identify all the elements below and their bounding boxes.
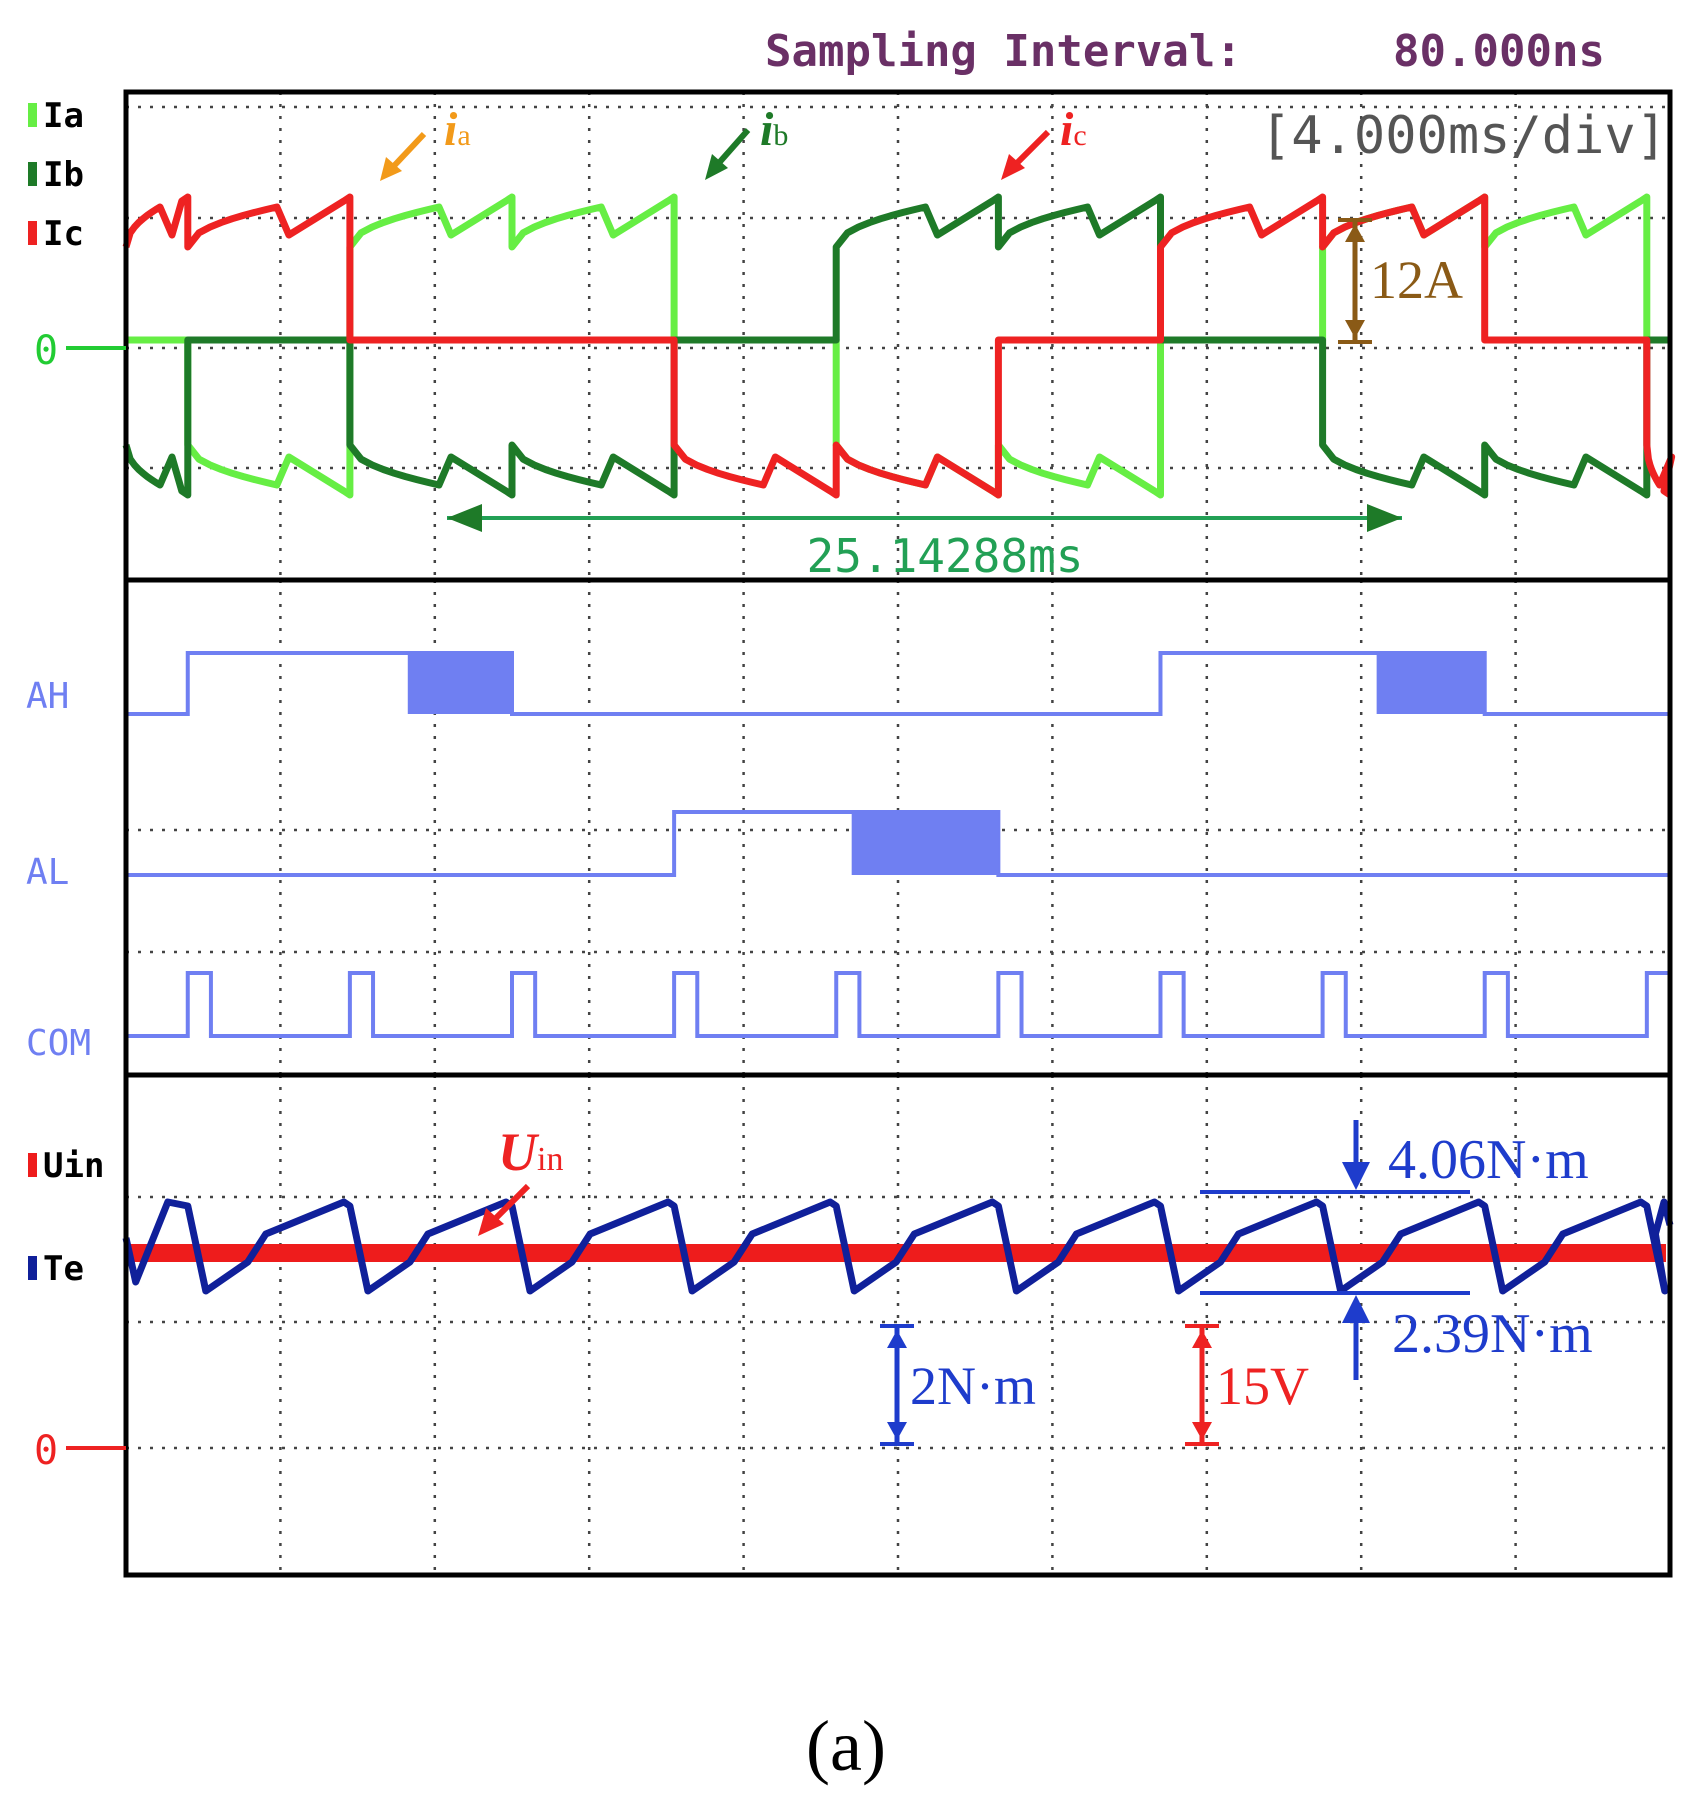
com-pulse-line [126,971,1672,1038]
figure-caption: (a) [806,1706,886,1786]
torque-min-label: 2.39N·m [1392,1303,1593,1365]
svg-text:ib: ib [760,103,788,156]
trace-te [122,1198,1674,1295]
current-scale-marker: 12A [1338,218,1463,344]
legend-swatch-ic [28,221,37,245]
torque-scale-marker: 2N·m [880,1324,1036,1446]
torque-max-label: 4.06N·m [1388,1129,1589,1191]
annotation-ib-symbol: i [760,103,774,156]
sampling-interval-value: 80.000ns [1393,26,1605,77]
annotation-uin-symbol: U [498,1122,540,1182]
legend-swatch-te [28,1256,37,1280]
annotation-ia-arrow-shaft [389,131,427,171]
bottom-legend: Uin Te [28,1146,104,1289]
trace-al [126,810,1670,877]
waveforms [122,193,1676,1295]
annotation-ic-subscript: c [1073,119,1086,152]
torque-scale-label: 2N·m [910,1356,1036,1416]
legend-label-ia: Ia [43,96,84,136]
current-scale-head-top [1345,224,1365,242]
legend-label-ib: Ib [43,155,84,195]
torque-scale-head-bottom [887,1422,907,1440]
channel-label-com: COM [26,1023,91,1064]
annotation-ia-symbol: i [444,103,458,156]
annotation-ic-arrow-shaft [1013,129,1051,167]
al-pwm-block [851,812,999,875]
ah-pwm-block [1376,653,1485,714]
period-arrow-left [447,504,482,532]
top-legend: Ia Ib Ic [28,96,84,254]
trace-ah [126,651,1670,716]
annotation-ic-arrow-head [1001,154,1025,180]
voltage-scale-head-bottom [1192,1422,1212,1440]
annotation-ib-arrow-shaft [715,128,751,166]
svg-text:Uin: Uin [498,1122,563,1182]
period-arrow-right [1367,504,1402,532]
legend-swatch-ib [28,162,37,186]
current-scale-head-bottom [1345,320,1365,338]
torque-scale-head-top [887,1330,907,1348]
annotation-uin-arrow-shaft [493,1183,531,1221]
torque-max-marker: 4.06N·m [1200,1120,1589,1194]
annotation-uin-arrow-head [478,1208,504,1236]
channel-label-ah: AH [26,676,69,717]
annotation-uin: Uin [478,1122,563,1236]
bottom-zero-label: 0 [34,1428,58,1474]
channel-label-al: AL [26,852,69,893]
annotation-ia: ia [380,103,471,181]
legend-swatch-uin [28,1153,37,1177]
annotation-ic: ic [1001,103,1087,180]
annotation-ib: ib [705,103,788,180]
annotation-ic-symbol: i [1060,103,1074,156]
annotation-uin-subscript: in [537,1141,563,1178]
voltage-scale-head-top [1192,1330,1212,1348]
bottom-panel-frame [123,1072,1673,1578]
al-edge-line [126,810,1670,877]
annotation-ib-subscript: b [773,119,788,152]
torque-max-arrow-head [1342,1162,1370,1190]
annotation-ia-subscript: a [457,119,470,152]
voltage-scale-label: 15V [1216,1356,1309,1416]
svg-text:ia: ia [444,103,471,156]
trace-ic [122,193,1676,499]
svg-text:ic: ic [1060,103,1087,156]
annotation-ia-arrow-head [380,157,402,181]
top-zero-label: 0 [34,328,58,374]
graticule [126,92,1670,1575]
bottom-zero-marker: 0 [34,1428,126,1474]
trace-ib [122,193,1670,499]
legend-label-ic: Ic [43,214,84,254]
sampling-interval-label: Sampling Interval: [765,26,1242,77]
panel-frames [123,89,1673,1578]
ah-pwm-block [407,653,512,714]
period-measurement: 25.14288ms [447,504,1402,583]
legend-label-te: Te [43,1249,84,1289]
trace-com [126,971,1672,1038]
period-label: 25.14288ms [807,529,1084,583]
annotation-ib-arrow-head [705,154,728,180]
top-zero-marker: 0 [34,328,126,374]
timebase-label: [4.000ms/div] [1260,106,1667,166]
legend-swatch-ia [28,103,37,127]
legend-label-uin: Uin [43,1146,104,1186]
torque-min-arrow-head [1342,1295,1370,1323]
voltage-scale-marker: 15V [1185,1324,1309,1446]
torque-min-marker: 2.39N·m [1200,1291,1593,1380]
current-scale-label: 12A [1370,250,1463,310]
